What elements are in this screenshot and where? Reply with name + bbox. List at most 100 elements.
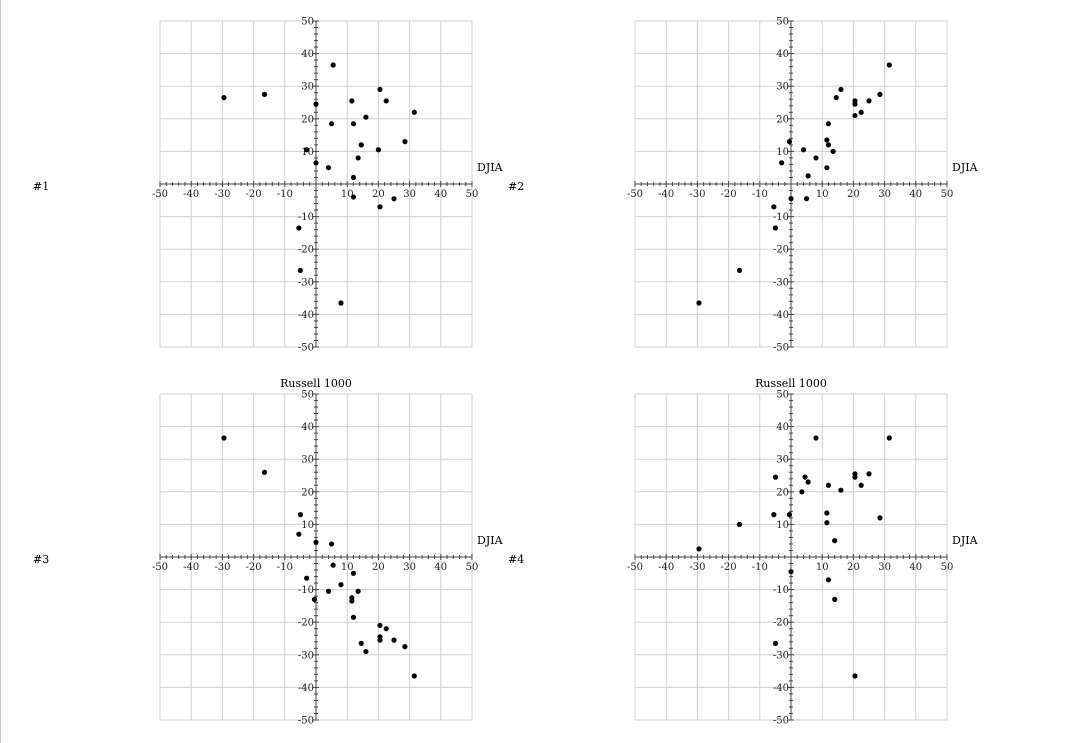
y-tick-label: 30 xyxy=(301,455,314,466)
data-point xyxy=(802,474,808,480)
x-tick-label: 40 xyxy=(909,562,922,573)
y-axis-title: Russell 1000 xyxy=(280,377,352,390)
data-point xyxy=(852,474,858,480)
data-point xyxy=(825,121,832,127)
data-point xyxy=(696,546,702,552)
x-tick-label: 50 xyxy=(466,189,479,200)
y-axis-title: Russell 1000 xyxy=(755,377,827,390)
data-point xyxy=(736,521,743,528)
x-tick-label: 20 xyxy=(372,189,385,200)
data-point xyxy=(383,98,389,104)
x-tick-label: -30 xyxy=(689,189,705,200)
y-tick-label: -30 xyxy=(298,650,314,661)
data-point xyxy=(350,194,357,200)
data-point xyxy=(350,121,357,127)
x-tick-label: 40 xyxy=(434,562,447,573)
y-tick-label: -40 xyxy=(298,683,314,694)
x-axis-title: DJIA xyxy=(477,534,504,547)
left-border xyxy=(0,0,1,743)
y-tick-label: -50 xyxy=(298,343,314,354)
data-point xyxy=(858,109,864,115)
y-tick-label: 50 xyxy=(776,390,789,401)
data-point xyxy=(411,109,417,115)
data-point xyxy=(786,139,793,145)
x-axis-title: DJIA xyxy=(952,534,979,547)
data-point xyxy=(838,487,844,493)
y-tick-label: -20 xyxy=(298,618,314,629)
data-point xyxy=(297,512,303,518)
data-point xyxy=(824,165,830,171)
y-tick-label: 40 xyxy=(301,422,314,433)
data-point xyxy=(391,196,397,202)
y-tick-label: 10 xyxy=(301,520,314,531)
data-point xyxy=(852,673,858,679)
data-point xyxy=(805,173,811,179)
data-point xyxy=(825,482,832,488)
data-point xyxy=(297,267,303,273)
data-point xyxy=(329,541,335,547)
data-point xyxy=(833,95,839,101)
y-tick-label: 10 xyxy=(776,147,789,158)
y-tick-label: -40 xyxy=(298,310,314,321)
y-tick-label: 20 xyxy=(301,487,314,498)
data-point xyxy=(825,577,832,583)
y-tick-label: -10 xyxy=(773,585,789,596)
y-tick-label: 20 xyxy=(776,487,789,498)
plot-number-label: #2 xyxy=(508,180,524,193)
x-tick-label: 10 xyxy=(341,189,354,200)
data-point xyxy=(313,539,319,545)
data-point xyxy=(852,101,858,107)
data-point xyxy=(304,147,310,153)
scatter-plot-3: -50 -40 -30 -20 -10 10 20 30 40 50 50 40 30 20 10 -10 -2… xyxy=(33,377,504,727)
y-tick-label: 40 xyxy=(776,422,789,433)
scatter-plot-2: -50 -40 -30 -20 -10 10 20 30 40 50 50 40 30 20 10 -10 -2… xyxy=(508,17,979,354)
data-point xyxy=(771,512,777,518)
data-point xyxy=(391,637,397,643)
x-tick-label: -10 xyxy=(277,562,293,573)
y-tick-label: -10 xyxy=(773,212,789,223)
data-point xyxy=(832,538,838,544)
x-tick-label: -10 xyxy=(752,562,768,573)
data-point xyxy=(830,148,836,154)
data-point xyxy=(330,562,336,568)
y-tick-label: -50 xyxy=(773,343,789,354)
x-tick-label: -50 xyxy=(152,189,168,200)
data-point xyxy=(813,435,819,441)
y-tick-label: 30 xyxy=(776,82,789,93)
data-point xyxy=(377,622,383,629)
data-point xyxy=(296,531,302,537)
plot-number-label: #4 xyxy=(508,553,524,566)
data-point xyxy=(832,596,838,602)
x-axis-title: DJIA xyxy=(477,161,504,174)
data-point xyxy=(788,569,794,575)
data-point xyxy=(805,479,811,485)
y-tick-label: -10 xyxy=(298,212,314,223)
y-tick-label: -20 xyxy=(773,618,789,629)
x-tick-label: -30 xyxy=(214,562,230,573)
x-tick-label: -40 xyxy=(183,189,199,200)
x-tick-label: 30 xyxy=(878,562,891,573)
x-tick-label: -40 xyxy=(658,562,674,573)
data-point xyxy=(866,471,872,477)
data-point xyxy=(355,155,361,161)
y-tick-label: -40 xyxy=(773,683,789,694)
data-point xyxy=(877,515,883,521)
x-tick-label: 10 xyxy=(816,562,829,573)
data-point xyxy=(858,482,864,488)
y-tick-label: 30 xyxy=(301,82,314,93)
plot-number-label: #3 xyxy=(33,553,49,566)
data-point xyxy=(779,160,785,166)
data-point xyxy=(221,435,227,441)
x-tick-label: -10 xyxy=(752,189,768,200)
y-tick-label: 50 xyxy=(301,390,314,401)
x-tick-label: 30 xyxy=(403,562,416,573)
data-point xyxy=(311,596,318,602)
data-point xyxy=(349,598,355,604)
y-tick-label: -30 xyxy=(773,650,789,661)
data-point xyxy=(350,614,357,620)
data-point xyxy=(824,520,830,526)
x-tick-label: 20 xyxy=(372,562,385,573)
x-tick-label: -40 xyxy=(183,562,199,573)
data-point xyxy=(377,86,383,93)
data-point xyxy=(330,62,336,68)
